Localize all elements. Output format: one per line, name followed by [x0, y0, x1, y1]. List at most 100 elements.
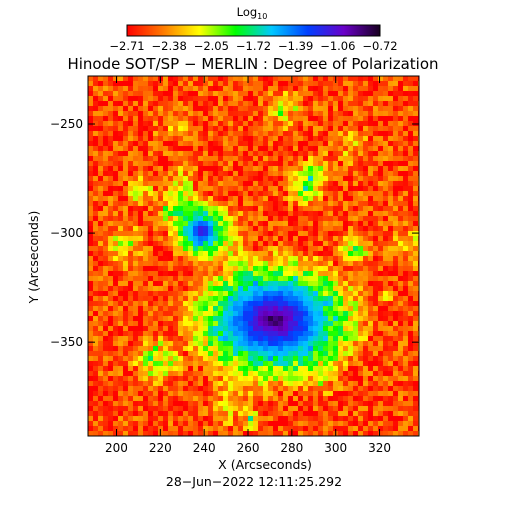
- map-cell: [133, 371, 138, 376]
- map-cell: [368, 256, 373, 261]
- map-cell: [238, 201, 243, 206]
- map-cell: [273, 336, 278, 341]
- map-cell: [88, 271, 93, 276]
- map-cell: [398, 286, 403, 291]
- map-cell: [388, 411, 393, 416]
- map-cell: [368, 206, 373, 211]
- map-cell: [203, 411, 208, 416]
- map-cell: [318, 326, 323, 331]
- map-cell: [143, 251, 148, 256]
- map-cell: [343, 246, 348, 251]
- map-cell: [128, 356, 133, 361]
- map-cell: [98, 296, 103, 301]
- map-cell: [378, 251, 383, 256]
- map-cell: [398, 226, 403, 231]
- map-cell: [143, 121, 148, 126]
- map-cell: [183, 136, 188, 141]
- map-cell: [118, 196, 123, 201]
- map-cell: [258, 141, 263, 146]
- map-cell: [398, 241, 403, 246]
- map-cell: [248, 331, 253, 336]
- map-cell: [158, 161, 163, 166]
- map-cell: [343, 81, 348, 86]
- map-cell: [138, 196, 143, 201]
- map-cell: [348, 81, 353, 86]
- map-cell: [213, 191, 218, 196]
- map-cell: [278, 416, 283, 421]
- map-cell: [343, 221, 348, 226]
- map-cell: [143, 186, 148, 191]
- map-cell: [228, 196, 233, 201]
- map-cell: [88, 311, 93, 316]
- map-cell: [373, 86, 378, 91]
- map-cell: [253, 141, 258, 146]
- map-cell: [303, 426, 308, 431]
- map-cell: [373, 76, 378, 81]
- map-cell: [228, 161, 233, 166]
- map-cell: [108, 221, 113, 226]
- map-cell: [383, 126, 388, 131]
- map-cell: [278, 411, 283, 416]
- map-cell: [383, 381, 388, 386]
- map-cell: [163, 406, 168, 411]
- map-cell: [138, 226, 143, 231]
- map-cell: [408, 86, 413, 91]
- map-cell: [318, 401, 323, 406]
- map-cell: [278, 266, 283, 271]
- map-cell: [193, 211, 198, 216]
- map-cell: [368, 126, 373, 131]
- map-cell: [213, 271, 218, 276]
- map-cell: [383, 166, 388, 171]
- map-cell: [308, 161, 313, 166]
- map-cell: [98, 186, 103, 191]
- map-cell: [368, 156, 373, 161]
- map-cell: [298, 341, 303, 346]
- map-cell: [403, 186, 408, 191]
- map-cell: [208, 131, 213, 136]
- map-cell: [378, 416, 383, 421]
- map-cell: [183, 286, 188, 291]
- map-cell: [118, 81, 123, 86]
- map-cell: [258, 86, 263, 91]
- map-cell: [363, 386, 368, 391]
- map-cell: [338, 311, 343, 316]
- map-cell: [383, 281, 388, 286]
- map-cell: [283, 321, 288, 326]
- map-cell: [168, 226, 173, 231]
- map-cell: [373, 396, 378, 401]
- map-cell: [263, 276, 268, 281]
- map-cell: [363, 396, 368, 401]
- map-cell: [218, 236, 223, 241]
- map-cell: [143, 101, 148, 106]
- map-cell: [233, 216, 238, 221]
- map-cell: [128, 391, 133, 396]
- map-cell: [273, 291, 278, 296]
- map-cell: [268, 311, 273, 316]
- map-cell: [348, 376, 353, 381]
- map-cell: [148, 426, 153, 431]
- map-cell: [333, 166, 338, 171]
- map-cell: [133, 316, 138, 321]
- map-cell: [373, 81, 378, 86]
- map-cell: [358, 296, 363, 301]
- map-cell: [223, 176, 228, 181]
- map-cell: [408, 336, 413, 341]
- map-cell: [328, 271, 333, 276]
- map-cell: [93, 141, 98, 146]
- map-cell: [358, 401, 363, 406]
- map-cell: [368, 301, 373, 306]
- map-cell: [353, 426, 358, 431]
- map-cell: [118, 286, 123, 291]
- map-cell: [368, 236, 373, 241]
- map-cell: [368, 371, 373, 376]
- map-cell: [398, 391, 403, 396]
- map-cell: [233, 296, 238, 301]
- map-cell: [338, 166, 343, 171]
- map-cell: [123, 391, 128, 396]
- map-cell: [308, 221, 313, 226]
- map-cell: [328, 321, 333, 326]
- map-cell: [123, 111, 128, 116]
- map-cell: [258, 216, 263, 221]
- map-cell: [258, 361, 263, 366]
- map-cell: [118, 106, 123, 111]
